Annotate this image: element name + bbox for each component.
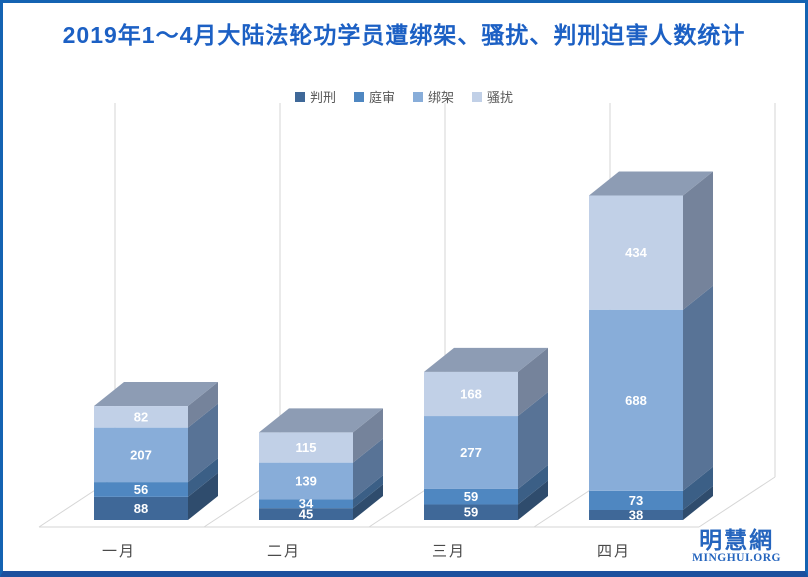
bar-side-骚扰-二月	[353, 408, 383, 463]
bar-side-庭审-三月	[518, 464, 548, 505]
legend-item-3: 骚扰	[472, 87, 513, 106]
bar-segment-绑架-四月	[589, 309, 683, 491]
data-label: 139	[295, 473, 317, 488]
legend-label: 绑架	[428, 90, 455, 105]
bar-segment-绑架-一月	[94, 427, 188, 483]
bar-side-判刑-三月	[518, 480, 548, 520]
legend-label: 骚扰	[487, 90, 514, 105]
bar-segment-庭审-二月	[259, 499, 353, 509]
category-label: 三月	[432, 543, 466, 560]
bar-segment-骚扰-一月	[94, 406, 188, 428]
bar-segment-骚扰-三月	[424, 371, 518, 417]
bar-top-骚扰-二月	[259, 408, 383, 433]
bar-segment-绑架-三月	[424, 416, 518, 489]
bar-side-绑架-四月	[683, 285, 713, 491]
bar-segment-骚扰-四月	[589, 195, 683, 310]
legend-swatch-icon	[353, 91, 364, 102]
chart-legend: 判刑 庭审 绑架 骚扰	[3, 87, 805, 106]
legend-swatch-icon	[413, 91, 423, 102]
data-label: 59	[464, 489, 478, 504]
bar-segment-判刑-四月	[589, 510, 683, 520]
bar-segment-判刑-一月	[94, 496, 188, 520]
data-label: 82	[134, 409, 148, 424]
data-label: 688	[625, 393, 647, 408]
legend-swatch-icon	[294, 91, 305, 102]
bar-top-骚扰-四月	[589, 171, 713, 196]
data-label: 56	[134, 482, 148, 497]
bar-top-骚扰-一月	[94, 382, 218, 407]
bar-segment-判刑-二月	[259, 508, 353, 520]
bar-side-骚扰-一月	[188, 382, 218, 428]
bar-side-骚扰-三月	[518, 347, 548, 417]
minghui-logo: 明慧網 MINGHUI.ORG	[692, 528, 781, 564]
bar-side-判刑-四月	[683, 486, 713, 520]
legend-item-1: 庭审	[353, 87, 395, 106]
bar-side-绑架-一月	[188, 403, 218, 483]
chart-title: 2019年1～4月大陆法轮功学员遭绑架、骚扰、判刑迫害人数统计	[62, 22, 746, 48]
bar-side-判刑-一月	[188, 472, 218, 520]
bar-side-绑架-二月	[353, 438, 383, 500]
bar-segment-庭审-四月	[589, 490, 683, 510]
bar-side-绑架-三月	[518, 392, 548, 489]
data-label: 73	[629, 493, 643, 508]
legend-swatch-icon	[472, 91, 483, 102]
data-label: 34	[299, 496, 314, 511]
data-label: 38	[629, 508, 643, 523]
bar-side-骚扰-四月	[683, 171, 713, 310]
bar-segment-判刑-三月	[424, 504, 518, 520]
bar-top-骚扰-三月	[424, 347, 548, 372]
bar-segment-绑架-二月	[259, 462, 353, 500]
data-label: 88	[134, 501, 148, 516]
data-label: 45	[299, 507, 313, 522]
bar-side-庭审-一月	[188, 458, 218, 497]
bar-side-庭审-二月	[353, 475, 383, 509]
bar-side-庭审-四月	[683, 466, 713, 510]
legend-item-0: 判刑	[294, 87, 336, 106]
bar-segment-庭审-一月	[94, 482, 188, 497]
bar-segment-庭审-三月	[424, 488, 518, 505]
logo-domain-text: MINGHUI.ORG	[692, 551, 781, 564]
data-label: 207	[130, 447, 152, 462]
bar-segment-骚扰-二月	[259, 432, 353, 463]
category-label: 二月	[267, 543, 301, 560]
category-label: 一月	[102, 543, 136, 560]
category-label: 四月	[597, 543, 631, 560]
floor-depth-line	[698, 476, 776, 528]
legend-item-2: 绑架	[413, 87, 454, 106]
data-label: 277	[460, 445, 482, 460]
data-label: 168	[460, 386, 482, 401]
data-label: 434	[625, 245, 647, 260]
data-label: 59	[464, 505, 478, 520]
legend-label: 判刑	[309, 90, 336, 105]
data-label: 115	[296, 440, 317, 455]
bar-side-判刑-二月	[353, 484, 383, 520]
legend-label: 庭审	[368, 90, 395, 105]
logo-chinese-text: 明慧網	[699, 526, 775, 553]
